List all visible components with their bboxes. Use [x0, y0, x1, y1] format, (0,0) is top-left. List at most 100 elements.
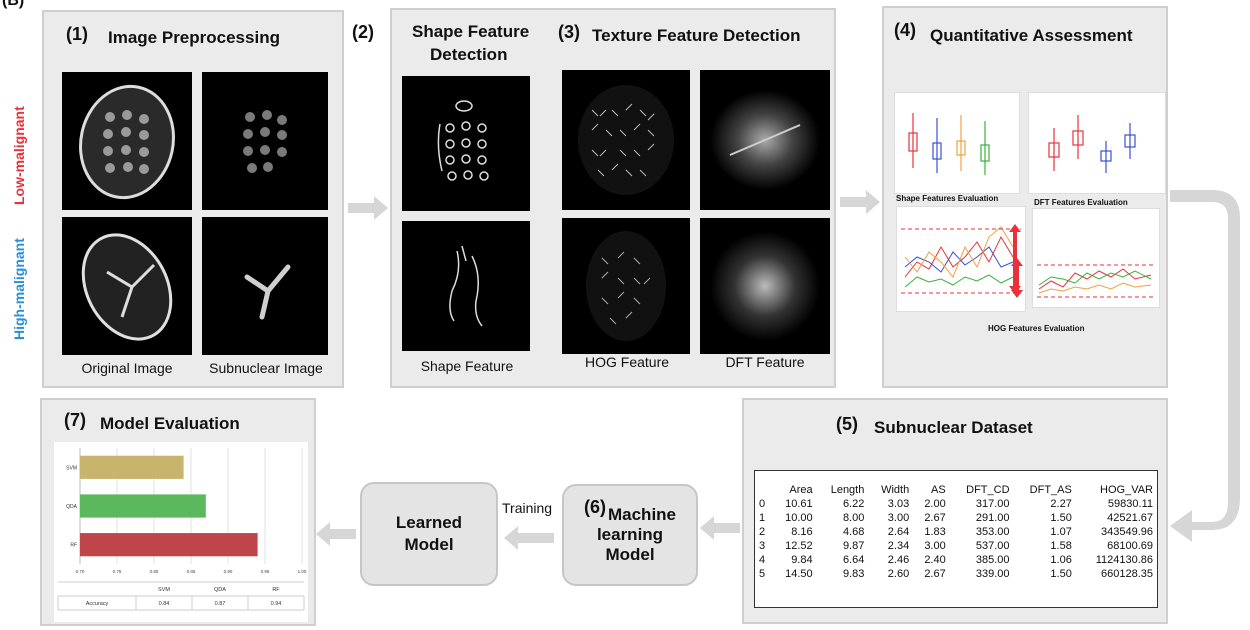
table-cell: 1.50	[1050, 512, 1072, 524]
panel-number: (5)	[836, 414, 858, 434]
column-header: AS	[931, 484, 946, 496]
x-tick-label: 0.75	[113, 569, 122, 574]
table-cell: 12.52	[785, 540, 813, 552]
table-cell: 2.34	[887, 540, 910, 552]
table-header-row: Area Length Width AS DFT_CD DFT_AS HOG_V…	[755, 483, 1157, 497]
x-tick-label: 0.70	[76, 569, 85, 574]
row-label-low-malignant: Low-malignant	[11, 106, 27, 205]
original-image-low	[62, 72, 192, 210]
arrow-left-icon	[316, 522, 356, 546]
table-cell: 3.03	[887, 498, 910, 510]
table-value-label: 0.87	[215, 601, 226, 607]
panel-model-evaluation: (7) Model Evaluation 0.70 0.75 0.80 0.85 0.9…	[40, 398, 316, 626]
dataset-table-box: Area Length Width AS DFT_CD DFT_AS HOG_V…	[754, 470, 1158, 608]
table-cell: 2.67	[924, 512, 946, 524]
subnuclear-image-low	[202, 72, 328, 210]
ml-line1: (6) Machine	[584, 497, 677, 525]
shape-feature-low	[402, 76, 530, 211]
table-row-label: Accuracy	[86, 601, 109, 607]
column-header: DFT_AS	[1029, 484, 1072, 496]
subtitle-hog-features: HOG Features Evaluation	[988, 324, 1085, 333]
original-image-high	[62, 217, 192, 355]
table-cell: 4.68	[842, 526, 865, 538]
panel-number-3: (3)	[558, 22, 580, 42]
table-cell: 42521.67	[1107, 512, 1153, 524]
panel-number: (1)	[66, 24, 88, 44]
caption-subnuclear-image: Subnuclear Image	[209, 360, 323, 376]
table-cell: 3	[759, 540, 766, 552]
dft-feature-high	[700, 218, 830, 354]
table-cell: 1.07	[1050, 526, 1072, 538]
panel-number-2: (2)	[352, 22, 374, 42]
table-cell: 1.06	[1050, 554, 1072, 566]
table-cell: 0	[759, 498, 766, 510]
panel-title: Model Evaluation	[100, 414, 240, 433]
table-cell: 1.50	[1050, 568, 1072, 580]
dft-feature-low	[700, 70, 830, 210]
panel-subnuclear-dataset: (5) Subnuclear Dataset Area Length Width…	[742, 398, 1168, 624]
panel-title: Image Preprocessing	[108, 28, 280, 47]
table-header-label: RF	[272, 587, 280, 593]
arrow-right-icon	[348, 196, 388, 220]
hog-feature-high	[562, 218, 690, 354]
table-cell: 343549.96	[1101, 526, 1153, 538]
table-cell: 6.22	[842, 498, 865, 510]
table-cell: 68100.69	[1107, 540, 1153, 552]
table-cell: 385.00	[975, 554, 1010, 566]
row-label-high-malignant: High-malignant	[11, 238, 27, 340]
training-label: Training	[502, 500, 553, 516]
table-cell: 4	[759, 554, 766, 566]
table-value-label: 0.94	[271, 601, 282, 607]
table-cell: 2.67	[924, 568, 946, 580]
caption-original-image: Original Image	[81, 360, 173, 376]
table-cell: 2.00	[924, 498, 946, 510]
table-row: 5 14.50 9.83 2.60 2.67 339.00 1.50 660128.35	[755, 567, 1157, 581]
x-tick-label: 0.90	[224, 569, 233, 574]
table-cell: 8.00	[842, 512, 865, 524]
table-cell: 317.00	[975, 498, 1010, 510]
table-cell: 1124130.86	[1095, 554, 1153, 566]
arrow-right-icon	[840, 190, 880, 214]
x-tick-label: 0.80	[150, 569, 159, 574]
table-cell: 10.00	[785, 512, 813, 524]
model-evaluation-chart: 0.70 0.75 0.80 0.85 0.90 0.95 1.00 SVM QDA RF SVM 0…	[54, 442, 308, 622]
column-header	[755, 483, 773, 497]
ml-label-line3: Model	[605, 545, 655, 564]
table-cell: 3.00	[924, 540, 946, 552]
column-header: Area	[789, 484, 813, 496]
table-row: 0 10.61 6.22 3.03 2.00 317.00 2.27 59830.11	[755, 497, 1157, 511]
table-cell: 537.00	[975, 540, 1010, 552]
table-header-label: QDA	[214, 587, 226, 593]
learned-label-line2: Model	[404, 535, 454, 554]
ml-label-line1: Machine	[607, 505, 677, 524]
table-cell: 2.60	[887, 568, 910, 580]
boxplot-dft	[1028, 92, 1166, 194]
x-tick-label: 1.00	[298, 569, 307, 574]
caption-shape-feature: Shape Feature	[420, 358, 514, 374]
panel-number: (4)	[894, 20, 916, 40]
table-cell: 339.00	[975, 568, 1010, 580]
column-header: Width	[881, 484, 910, 496]
bar	[80, 455, 184, 479]
subtitle-dft-features: DFT Features Evaluation	[1034, 198, 1128, 207]
table-row: 4 9.84 6.64 2.46 2.40 385.00 1.06 1124130.86	[755, 553, 1157, 567]
table-cell: 353.00	[975, 526, 1010, 538]
table-row: 3 12.52 9.87 2.34 3.00 537.00 1.58 68100.69	[755, 539, 1157, 553]
panel-image-preprocessing: (1) Image Preprocessing Original Image S…	[42, 10, 344, 388]
column-header: HOG_VAR	[1100, 484, 1153, 496]
table-cell: 3.00	[887, 512, 910, 524]
table-cell: 14.50	[785, 568, 813, 580]
curved-arrow-icon	[1170, 190, 1240, 542]
table-cell: 5	[759, 568, 766, 580]
hog-feature-low	[562, 70, 690, 210]
table-row: 2 8.16 4.68 2.64 1.83 353.00 1.07 343549.96	[755, 525, 1157, 539]
learned-model-box: Learned Model	[360, 482, 498, 586]
panel-title-shape-detection: Detection	[430, 45, 508, 64]
table-cell: 10.61	[785, 498, 813, 510]
table-cell: 1.83	[924, 526, 946, 538]
table-row: 1 10.00 8.00 3.00 2.67 291.00 1.50 42521.67	[755, 511, 1157, 525]
table-cell: 2	[759, 526, 766, 538]
panel-title-texture: Texture Feature Detection	[592, 26, 801, 45]
boxplot-shape	[894, 92, 1020, 194]
caption-hog-feature: HOG Feature	[584, 354, 670, 370]
